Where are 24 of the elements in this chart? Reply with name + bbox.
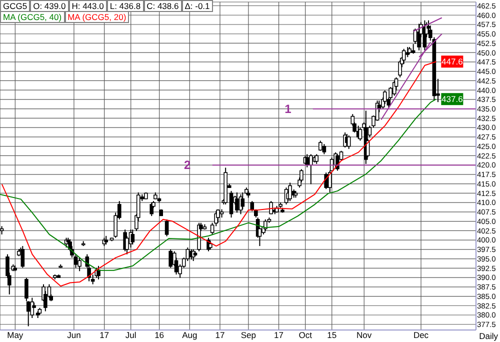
x-tick-label: Jul xyxy=(125,330,136,340)
x-tick-label: 15 xyxy=(327,330,337,340)
data-label: 437.6 xyxy=(442,94,464,104)
annotation: H: 443.0 xyxy=(68,0,107,12)
text: MA (GCG5, 40) xyxy=(0,11,65,23)
annotation: O: 439.0 xyxy=(30,0,69,12)
annotation: C: 438.6 xyxy=(144,0,182,12)
x-tick-label: Nov xyxy=(356,330,372,340)
annotation: Δ: -0.1 xyxy=(182,0,213,12)
x-tick-label: 16 xyxy=(154,330,164,340)
x-tick-label: 17 xyxy=(100,330,110,340)
annotation: L: 436.8 xyxy=(106,0,144,12)
text: MA (GCG5, 20) xyxy=(64,11,130,23)
text: Daily xyxy=(479,331,498,341)
x-tick-label: Jun xyxy=(67,330,82,340)
x-tick-label: 17 xyxy=(215,330,225,340)
x-tick-label: Aug xyxy=(182,330,198,340)
x-tick-label: Dec xyxy=(413,330,430,340)
x-tick-label: Sep xyxy=(240,330,256,340)
x-tick-label: Oct xyxy=(298,330,313,340)
data-label: 447.6 xyxy=(442,56,464,67)
x-tick-label: May xyxy=(7,330,24,340)
annotation: GCG5 xyxy=(0,0,30,12)
x-tick-label: 17 xyxy=(274,330,284,340)
